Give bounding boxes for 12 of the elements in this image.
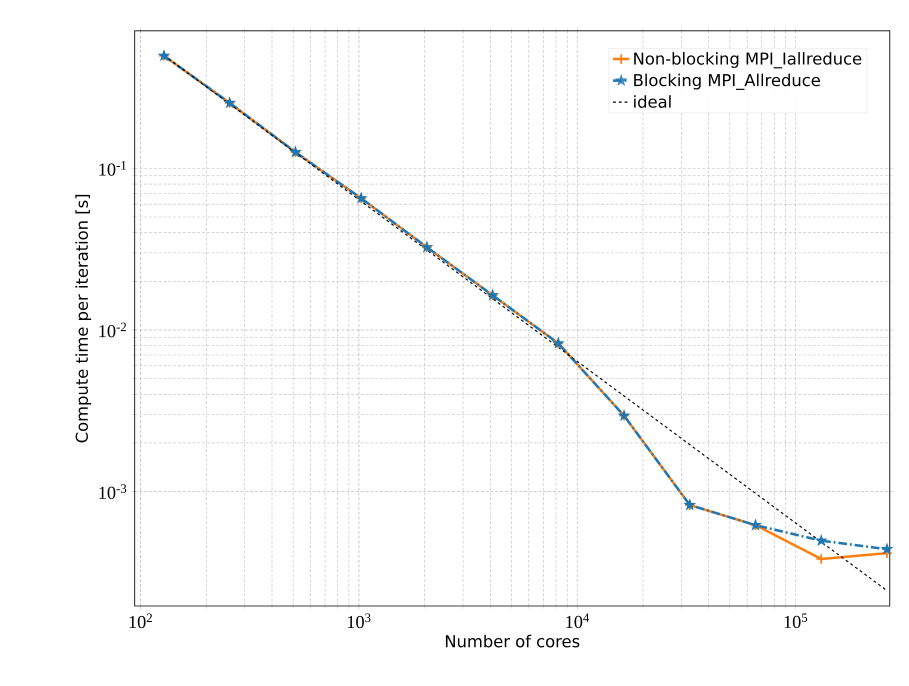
legend-label: ideal bbox=[634, 95, 671, 108]
y-tick-label: 10$^{-2}$ bbox=[99, 322, 126, 338]
x-tick-label: 10$^{4}$ bbox=[566, 614, 590, 628]
x-axis-title: Number of cores bbox=[446, 634, 580, 648]
y-tick-label: 10$^{-1}$ bbox=[99, 161, 126, 176]
y-axis-title: Compute time per iteration [s] bbox=[75, 194, 92, 442]
x-tick-label: 10$^{2}$ bbox=[130, 614, 152, 628]
x-tick-label: 10$^{3}$ bbox=[348, 614, 370, 628]
y-tick-label: 10$^{-3}$ bbox=[99, 484, 126, 500]
legend-label: Non-blocking MPI_Iallreduce bbox=[634, 52, 862, 68]
legend-label: Blocking MPI_Allreduce bbox=[634, 74, 820, 90]
x-tick-label: 10$^{5}$ bbox=[784, 614, 808, 628]
